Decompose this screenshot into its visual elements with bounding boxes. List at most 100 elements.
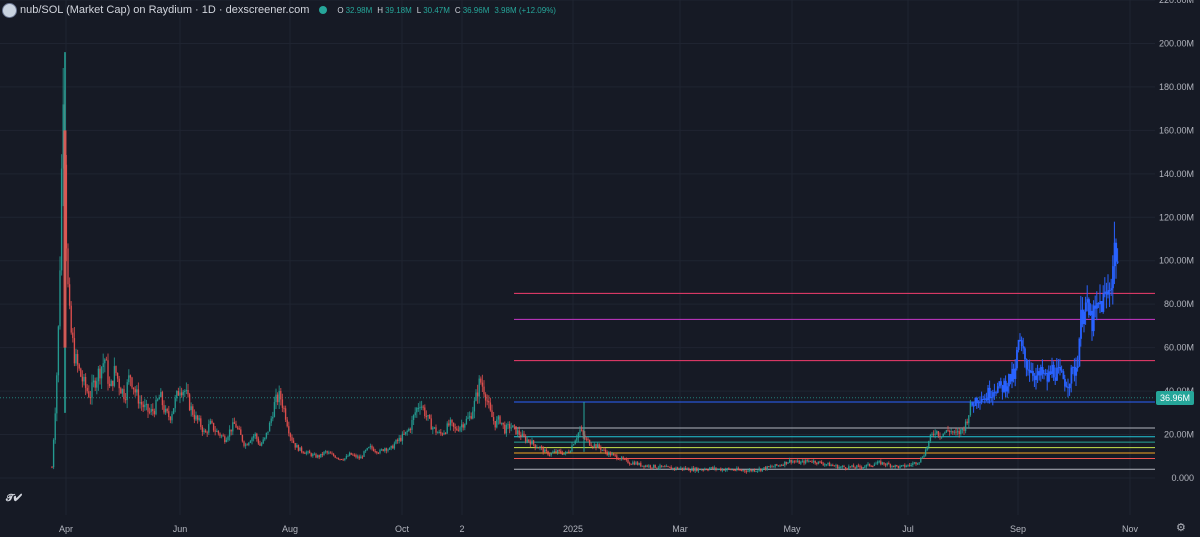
candle-body [721,469,724,471]
candle-body [625,458,628,460]
candle-body [889,464,892,467]
candle-body [193,414,196,420]
candle-body [1038,371,1041,376]
candle-body [172,408,175,414]
candle-body [339,458,341,460]
candle-body [126,382,128,400]
candle-body [897,465,900,468]
candle-body [289,433,292,438]
candle-body [137,389,140,404]
candle-body [384,448,386,451]
candle-body [201,426,204,432]
candle-body [843,466,845,468]
candle-body [505,425,508,434]
candle-body [1052,364,1055,378]
candle-body [665,466,668,468]
tradingview-logo-icon[interactable]: 𝓣✔ [6,493,23,504]
candle-body [568,451,570,453]
candle-body [361,456,364,458]
candle-body [931,433,933,435]
candle-body [907,464,909,467]
candle-body [800,461,802,464]
candle-body [483,386,485,395]
ohlc-high-value: 39.18M [385,5,412,15]
candle-body [670,467,672,470]
candle-body [304,452,306,454]
candle-body [123,389,125,400]
candle-body [134,389,136,393]
candle-body [118,378,120,389]
candle-body [764,467,767,470]
candle-body [228,429,231,437]
candle-body [787,462,789,464]
candle-body [763,467,765,469]
candle-body [1016,350,1018,369]
candle-body [1065,386,1068,388]
candle-body [904,464,906,467]
candle-body [811,461,813,463]
candle-body [499,416,501,424]
candle-body [779,465,781,467]
candle-body [256,433,258,439]
candle-body [376,451,378,453]
candle-body [456,428,458,430]
candle-body [859,465,861,468]
candle-body [163,405,165,413]
candle-body [718,468,720,470]
candle-body [1033,375,1036,380]
candle-body [976,397,978,404]
candle-body [1081,309,1084,325]
candle-body [996,386,999,393]
candle-body [382,449,384,451]
candle-body [1001,385,1004,392]
y-axis-tick-label: 60.00M [1164,343,1194,353]
candle-body [950,431,952,433]
candle-body [408,429,410,432]
candle-body [835,465,837,467]
gear-icon[interactable]: ⚙ [1176,522,1186,534]
ohlc-open-key: O [337,5,344,15]
candle-body [528,439,530,442]
candle-body [1078,338,1081,367]
candle-body [825,464,828,466]
candle-body [334,455,336,458]
candle-body [276,394,279,403]
candle-body [955,431,957,433]
candle-body [377,452,380,454]
candle-body [492,417,495,422]
candle-body [1116,261,1119,263]
candle-body [729,468,732,470]
candle-body [790,459,792,463]
candle-body [395,439,397,444]
candle-body [411,419,413,430]
candle-body [280,390,282,400]
candle-body [910,464,912,466]
candle-body [1107,290,1110,295]
candle-body [128,375,130,383]
candle-body [993,392,996,394]
candle-body [806,460,808,462]
candle-body [716,469,719,471]
candle-body [326,451,328,453]
candle-body [801,460,804,462]
candle-body [1091,310,1094,332]
candle-body [502,422,504,425]
x-axis-tick-label: Apr [59,524,73,534]
candle-body [886,463,888,466]
candle-body [792,461,794,463]
candle-body [777,465,780,467]
candle-body [251,437,253,442]
candle-body [265,432,268,438]
candle-body [516,430,519,435]
x-axis-tick-label: Jul [902,524,914,534]
candle-body [724,469,727,471]
candle-body [940,436,943,438]
candle-body [150,408,152,412]
candle-body [587,438,589,440]
candle-body [100,366,103,379]
token-logo-icon [2,2,17,18]
candle-body [635,462,637,465]
candle-body [142,404,144,408]
candle-body [860,467,863,469]
